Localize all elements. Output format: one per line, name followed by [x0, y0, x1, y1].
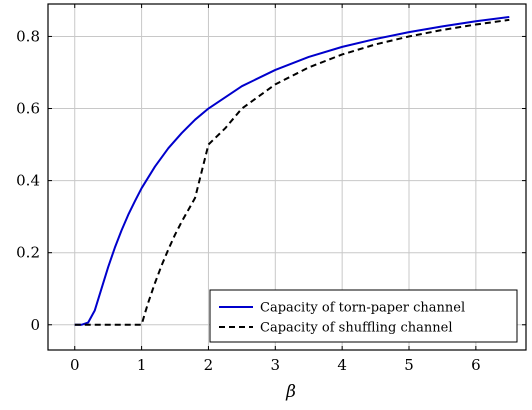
x-tick-label: 0 — [70, 356, 80, 374]
x-tick-label: 4 — [337, 356, 347, 374]
plot-frame — [47, 3, 527, 351]
x-axis-label: β — [285, 382, 296, 402]
series-lines — [74, 15, 510, 326]
legend-label: Capacity of shuffling channel — [260, 321, 452, 336]
x-tick-label: 3 — [271, 356, 281, 374]
grid — [48, 4, 526, 350]
y-tick-label: 0.8 — [16, 27, 40, 45]
y-tick-label: 0.6 — [16, 100, 40, 118]
shuffling-capacity-line — [74, 18, 510, 326]
x-tick-label: 1 — [137, 356, 147, 374]
legend-label: Capacity of torn-paper channel — [260, 301, 465, 316]
y-tick-label: 0.2 — [16, 244, 40, 262]
y-tick-label: 0 — [30, 316, 40, 334]
legend-box — [209, 289, 518, 343]
legend: Capacity of torn-paper channel Capacity o… — [209, 289, 518, 343]
axis-ticks: 0 1 2 3 4 5 6 0 0.2 0.4 0.6 0.8 — [16, 4, 526, 374]
x-tick-label: 2 — [204, 356, 214, 374]
y-tick-label: 0.4 — [16, 172, 40, 190]
x-tick-label: 6 — [471, 356, 481, 374]
x-tick-label: 5 — [404, 356, 414, 374]
torn-paper-capacity-line — [74, 15, 510, 326]
